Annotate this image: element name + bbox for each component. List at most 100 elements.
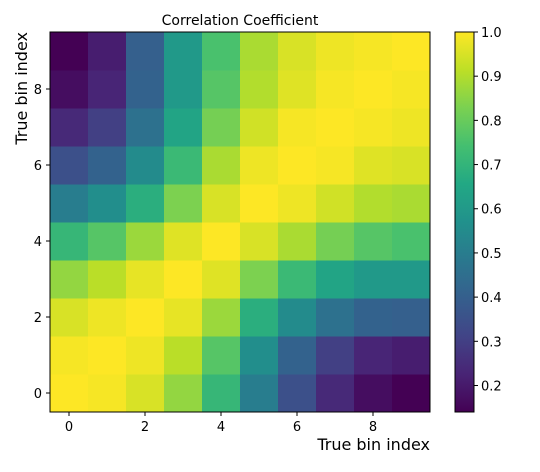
heatmap-cell-4-9 [392,222,431,261]
heatmap-cell-7-0 [50,108,89,147]
x-tick-label: 4 [217,420,225,435]
heatmap-cell-7-5 [240,108,279,147]
x-tick-label: 0 [65,420,73,435]
heatmap-cell-6-2 [126,146,165,185]
heatmap-cell-3-1 [88,260,127,299]
heatmap-cell-3-7 [316,260,355,299]
y-tick-label: 4 [34,235,42,250]
heatmap-cell-1-4 [202,336,241,375]
heatmap-cell-3-2 [126,260,165,299]
heatmap-cell-3-8 [354,260,393,299]
heatmap-cell-4-3 [164,222,203,261]
heatmap-cell-2-1 [88,298,127,337]
heatmap-cell-1-0 [50,336,89,375]
heatmap-cell-1-6 [278,336,317,375]
heatmap-cell-4-4 [202,222,241,261]
heatmap-cell-5-4 [202,184,241,223]
heatmap-cell-9-6 [278,32,317,71]
heatmap-cell-6-5 [240,146,279,185]
y-tick-label: 0 [34,387,42,402]
heatmap-cell-9-7 [316,32,355,71]
heatmap-cell-8-1 [88,70,127,109]
heatmap-cell-6-1 [88,146,127,185]
heatmap-cell-2-5 [240,298,279,337]
heatmap-cell-9-9 [392,32,431,71]
heatmap-cell-7-8 [354,108,393,147]
colorbar-tick-label: 0.8 [481,114,502,129]
y-tick-label: 2 [34,311,42,326]
heatmap-cell-0-9 [392,374,431,413]
heatmap-cell-9-3 [164,32,203,71]
heatmap-cell-7-4 [202,108,241,147]
heatmap-cell-5-8 [354,184,393,223]
heatmap-cell-1-7 [316,336,355,375]
colorbar-tick-label: 0.6 [481,203,502,218]
heatmap-cell-6-0 [50,146,89,185]
heatmap-cell-9-5 [240,32,279,71]
heatmap-cell-2-4 [202,298,241,337]
heatmap-cell-3-5 [240,260,279,299]
heatmap-cell-9-8 [354,32,393,71]
heatmap-cell-5-6 [278,184,317,223]
heatmap-cell-1-2 [126,336,165,375]
heatmap-cell-0-5 [240,374,279,413]
heatmap-cell-4-5 [240,222,279,261]
heatmap-cell-0-3 [164,374,203,413]
chart-title: Correlation Coefficient [162,13,319,29]
heatmap-cells [50,32,431,413]
heatmap-cell-1-9 [392,336,431,375]
colorbar-tick-label: 0.4 [481,291,502,306]
heatmap-cell-2-8 [354,298,393,337]
heatmap-cell-6-7 [316,146,355,185]
heatmap-cell-8-6 [278,70,317,109]
colorbar-tick-label: 0.7 [481,159,502,174]
heatmap-cell-8-8 [354,70,393,109]
heatmap-cell-0-2 [126,374,165,413]
heatmap-cell-2-7 [316,298,355,337]
heatmap-cell-0-1 [88,374,127,413]
heatmap-cell-8-4 [202,70,241,109]
heatmap-cell-0-0 [50,374,89,413]
heatmap-cell-7-9 [392,108,431,147]
heatmap-cell-0-6 [278,374,317,413]
heatmap-cell-8-3 [164,70,203,109]
heatmap-cell-8-2 [126,70,165,109]
x-axis-ticks: 0 2 4 6 8 [65,412,377,435]
heatmap-cell-8-9 [392,70,431,109]
heatmap-cell-9-2 [126,32,165,71]
heatmap-cell-6-8 [354,146,393,185]
colorbar [454,31,475,413]
colorbar-tick-label: 0.5 [481,247,502,262]
heatmap-cell-7-2 [126,108,165,147]
heatmap-cell-5-3 [164,184,203,223]
heatmap-cell-0-7 [316,374,355,413]
x-tick-label: 2 [141,420,149,435]
heatmap-cell-6-3 [164,146,203,185]
heatmap-cell-6-4 [202,146,241,185]
heatmap-cell-7-3 [164,108,203,147]
heatmap-cell-9-0 [50,32,89,71]
colorbar-ticks: 0.2 0.3 0.4 0.5 0.6 0.7 0.8 0.9 1.0 [474,26,502,394]
heatmap-cell-5-5 [240,184,279,223]
heatmap-cell-3-6 [278,260,317,299]
heatmap-cell-9-1 [88,32,127,71]
heatmap-cell-5-9 [392,184,431,223]
heatmap-cell-9-4 [202,32,241,71]
heatmap-cell-8-5 [240,70,279,109]
heatmap-cell-8-0 [50,70,89,109]
colorbar-tick-label: 0.9 [481,70,502,85]
y-axis-label: True bin index [12,32,31,146]
heatmap-cell-3-4 [202,260,241,299]
y-axis-ticks: 0 2 4 6 8 [34,83,50,402]
colorbar-tick-label: 0.3 [481,335,502,350]
heatmap-cell-5-7 [316,184,355,223]
heatmap-cell-6-6 [278,146,317,185]
heatmap-cell-2-6 [278,298,317,337]
heatmap-cell-4-0 [50,222,89,261]
colorbar-tick-label: 0.2 [481,379,502,394]
heatmap-cell-3-9 [392,260,431,299]
heatmap-cell-4-2 [126,222,165,261]
heatmap-cell-6-9 [392,146,431,185]
heatmap-cell-7-1 [88,108,127,147]
heatmap-cell-5-2 [126,184,165,223]
